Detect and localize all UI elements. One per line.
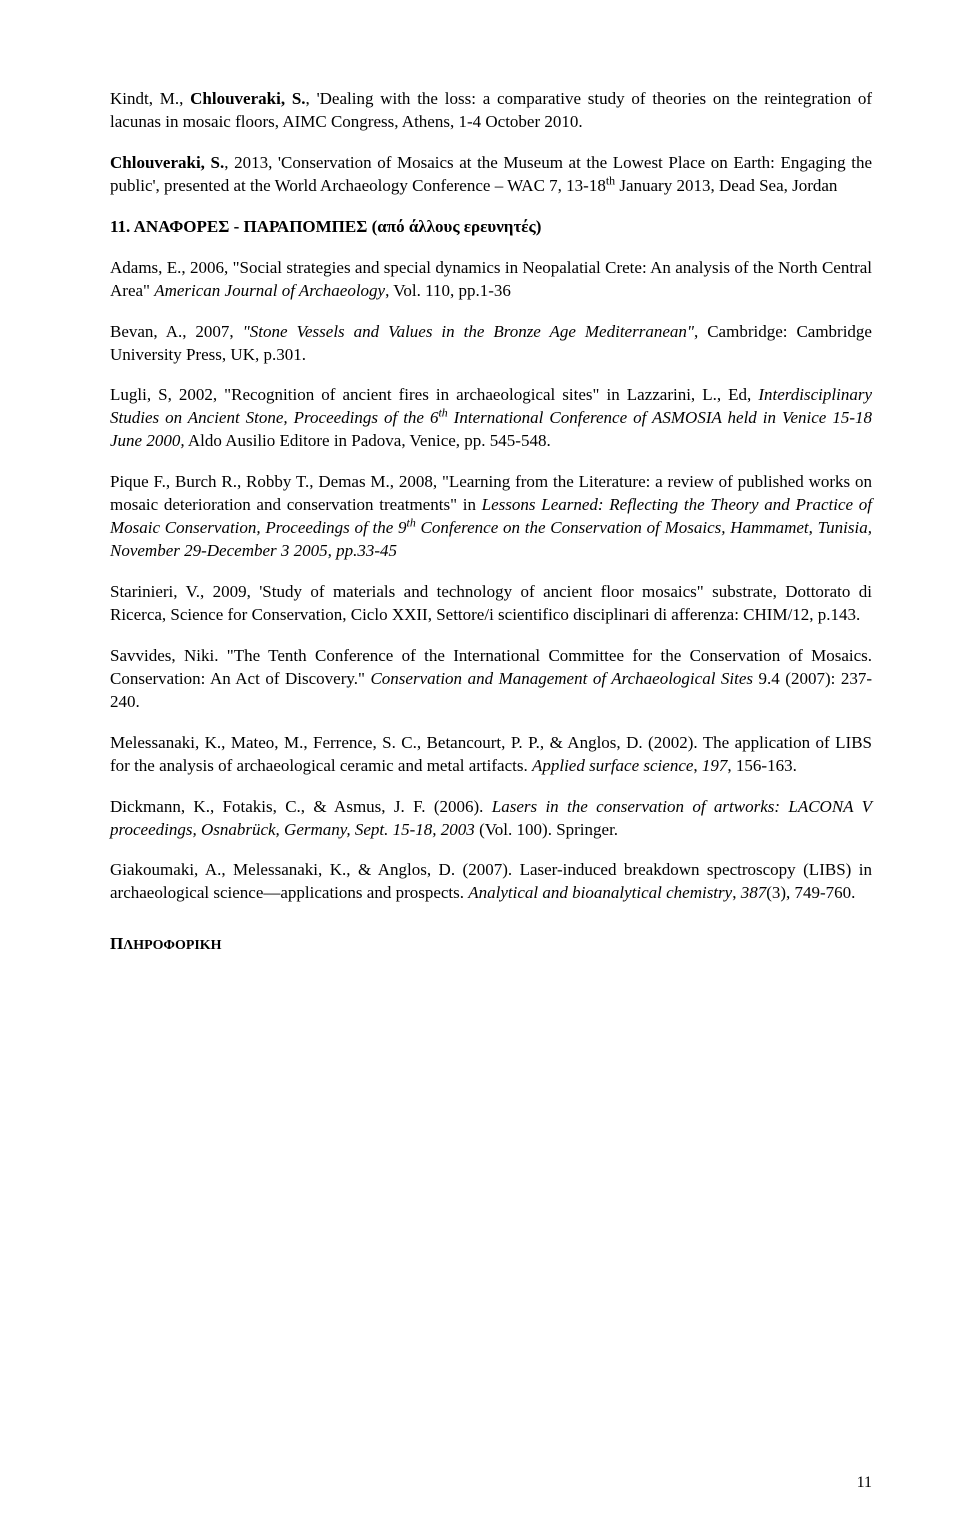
- reference-item: Dickmann, K., Fotakis, C., & Asmus, J. F…: [110, 796, 872, 842]
- section-heading-11: 11. ΑΝΑΦΟΡΕΣ - ΠΑΡΑΠΟΜΠΕΣ (από άλλους ερ…: [110, 216, 872, 239]
- reference-item: Kindt, M., Chlouveraki, S., 'Dealing wit…: [110, 88, 872, 134]
- reference-item: Pique F., Burch R., Robby T., Demas M., …: [110, 471, 872, 563]
- reference-item: Starinieri, V., 2009, 'Study of material…: [110, 581, 872, 627]
- reference-item: Chlouveraki, S., 2013, 'Conservation of …: [110, 152, 872, 198]
- reference-item: Giakoumaki, A., Melessanaki, K., & Anglo…: [110, 859, 872, 905]
- section-heading-informatics: ΠΛΗΡΟΦΟΡΙΚΗ: [110, 933, 872, 956]
- reference-item: Adams, E., 2006, "Social strategies and …: [110, 257, 872, 303]
- page-number: 11: [857, 1472, 872, 1494]
- reference-item: Melessanaki, K., Mateo, M., Ferrence, S.…: [110, 732, 872, 778]
- reference-item: Lugli, S, 2002, "Recognition of ancient …: [110, 384, 872, 453]
- reference-item: Bevan, A., 2007, "Stone Vessels and Valu…: [110, 321, 872, 367]
- reference-item: Savvides, Niki. "The Tenth Conference of…: [110, 645, 872, 714]
